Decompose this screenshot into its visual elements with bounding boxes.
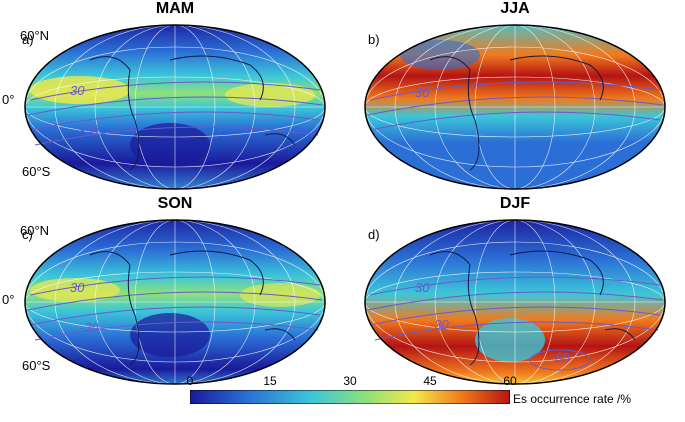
panel-title-mam: MAM [155,0,195,17]
colorbar [190,390,510,404]
contour-label: -30 [430,317,449,332]
panel-letter-c: c) [22,227,33,242]
panel-son: SON c) 60°N 0° 60°S [2,195,340,395]
colorbar-tick-0: 0 [186,374,194,388]
contour-label: -30 [80,122,99,137]
contour-label: 30 [415,85,430,100]
map-son [24,219,326,385]
lat-label-60s: 60°S [22,358,51,373]
panel-title-jja: JJA [500,0,530,17]
map-mam [24,24,326,190]
panel-title-djf: DJF [499,195,531,212]
panel-djf: DJF d) [350,195,680,395]
contour-label: 30 [70,280,85,295]
contour-label: -30 [80,320,99,335]
lat-label-60n: 60°N [20,223,50,238]
lat-label-60n: 60°N [20,28,50,43]
panel-title-son: SON [157,195,193,212]
contour-label: 30 [415,280,430,295]
lat-label-equator: 0° [2,292,15,307]
map-djf [364,219,666,385]
contour-label: 60 [555,350,570,365]
panel-mam: MAM a) 60°N 0° 60°S [2,0,340,200]
lat-label-equator: 0° [2,92,15,107]
colorbar-tick-45: 45 [423,374,437,388]
contour-label: 30 [70,83,85,98]
map-jja [364,24,666,190]
colorbar-label: Es occurrence rate /% [513,392,632,406]
panel-letter-d: d) [368,227,380,242]
colorbar-tick-15: 15 [263,374,277,388]
panel-jja: JJA b) 3 [350,0,680,200]
panel-letter-a: a) [22,32,34,47]
colorbar-tick-60: 60 [503,374,517,388]
panel-letter-b: b) [368,32,380,47]
lat-label-60s: 60°S [22,164,51,179]
colorbar-tick-30: 30 [343,374,357,388]
